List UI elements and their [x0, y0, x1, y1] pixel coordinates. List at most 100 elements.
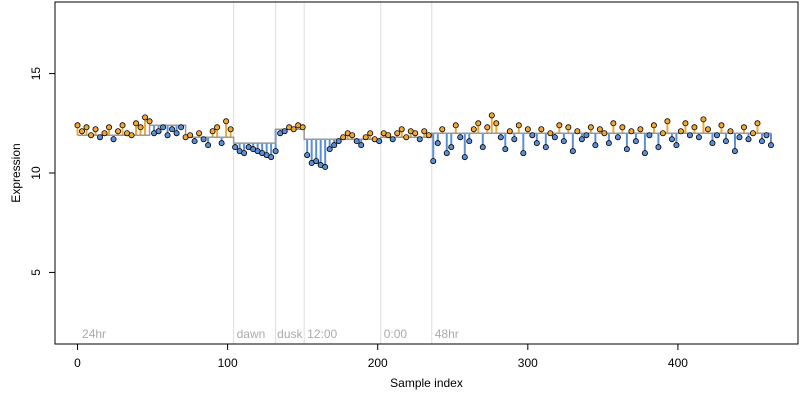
annotation-label-4: 0:00 — [384, 327, 408, 341]
data-point — [178, 124, 185, 131]
data-point — [637, 126, 644, 133]
data-point — [542, 144, 549, 151]
data-point — [502, 146, 509, 153]
data-point — [128, 132, 135, 139]
data-point — [466, 138, 473, 145]
data-point — [196, 130, 203, 137]
data-point — [686, 132, 693, 139]
data-point — [403, 134, 410, 141]
data-point — [97, 134, 104, 141]
data-point — [700, 116, 707, 123]
data-point — [475, 120, 482, 127]
x-axis-label: Sample index — [390, 376, 463, 390]
data-point — [740, 124, 747, 131]
data-point — [727, 128, 734, 135]
data-point — [101, 130, 108, 137]
data-point — [155, 128, 162, 135]
data-point — [209, 128, 216, 135]
data-point — [470, 126, 477, 133]
data-point — [556, 122, 563, 129]
data-point — [106, 124, 113, 131]
data-point — [281, 128, 288, 135]
data-point — [200, 136, 207, 143]
x-tick-label: 100 — [218, 356, 238, 370]
data-point — [493, 120, 500, 127]
data-point — [439, 126, 446, 133]
annotation-label-5: 48hr — [435, 327, 459, 341]
data-point — [763, 132, 770, 139]
data-point — [565, 124, 572, 131]
data-point — [650, 122, 657, 129]
data-point — [272, 148, 279, 155]
data-point — [169, 126, 176, 133]
data-point — [110, 136, 117, 143]
data-point — [574, 128, 581, 135]
data-point — [691, 124, 698, 131]
data-point — [322, 164, 329, 171]
data-point — [313, 158, 320, 165]
data-point — [133, 120, 140, 127]
data-point — [578, 136, 585, 143]
data-point — [682, 120, 689, 127]
data-point — [349, 132, 356, 139]
data-point — [362, 134, 369, 141]
data-point — [520, 150, 527, 157]
x-tick-label: 400 — [668, 356, 688, 370]
data-point — [79, 128, 86, 135]
data-point — [335, 138, 342, 145]
data-point — [641, 150, 648, 157]
data-point — [529, 132, 536, 139]
annotation-label-2: dusk — [277, 327, 303, 341]
data-point — [524, 126, 531, 133]
data-point — [74, 122, 81, 129]
data-point — [394, 130, 401, 137]
data-point — [398, 126, 405, 133]
data-point — [587, 124, 594, 131]
data-point — [358, 142, 365, 149]
data-point — [223, 118, 230, 125]
data-point — [596, 126, 603, 133]
data-point — [758, 138, 765, 145]
data-point — [547, 130, 554, 137]
data-point — [461, 154, 468, 161]
data-point — [749, 130, 756, 137]
data-point — [416, 136, 423, 143]
data-point — [331, 142, 338, 149]
data-point — [457, 134, 464, 141]
data-point — [592, 142, 599, 149]
data-point — [745, 136, 752, 143]
data-point — [767, 142, 774, 149]
data-point — [484, 124, 491, 131]
data-point — [601, 130, 608, 137]
data-point — [92, 126, 99, 133]
data-point — [268, 154, 275, 161]
data-point — [479, 144, 486, 151]
y-axis: 5 10 15 — [29, 67, 56, 276]
data-point — [214, 124, 221, 131]
data-point — [497, 134, 504, 141]
x-axis: 0 100 200 300 400 — [74, 343, 688, 370]
data-point — [695, 134, 702, 141]
data-point — [583, 132, 590, 139]
y-tick-label: 15 — [29, 67, 43, 81]
data-point — [232, 144, 239, 151]
data-point — [443, 150, 450, 157]
data-point — [115, 128, 122, 135]
y-tick-label: 5 — [29, 269, 43, 276]
annotation-label-0: 24hr — [82, 327, 106, 341]
data-point — [290, 126, 297, 133]
data-point — [605, 140, 612, 147]
data-point — [610, 120, 617, 127]
data-point — [614, 134, 621, 141]
data-point — [119, 122, 126, 129]
data-point — [713, 132, 720, 139]
data-point — [218, 140, 225, 147]
data-point — [191, 138, 198, 145]
data-point — [515, 122, 522, 129]
data-point — [448, 144, 455, 151]
data-point — [628, 128, 635, 135]
data-point — [551, 134, 558, 141]
data-point — [353, 138, 360, 145]
data-point — [376, 138, 383, 145]
